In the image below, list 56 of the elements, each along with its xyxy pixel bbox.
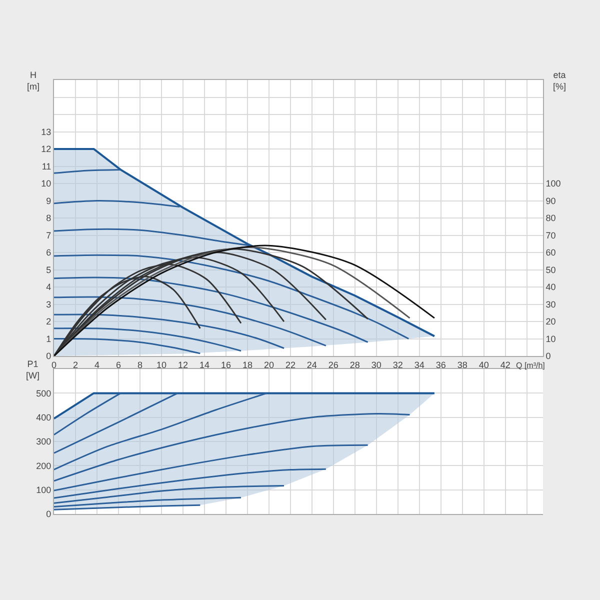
y-tick-label: 6: [46, 248, 52, 258]
y-tick-label: 500: [36, 388, 52, 398]
y-tick-label: 4: [46, 282, 52, 292]
y-tick-label: 100: [36, 484, 52, 495]
y-axis-title: H [m]: [27, 70, 40, 92]
y-tick-label: 400: [36, 412, 52, 423]
y-tick-label: 0: [46, 351, 52, 362]
x-tick-label: 6: [116, 360, 121, 370]
x-tick-label: 28: [350, 360, 360, 370]
y2-axis-title: eta [%]: [553, 70, 566, 92]
x-tick-label: 10: [156, 360, 166, 370]
y2-tick-label: 90: [546, 196, 556, 206]
x-tick-label: 20: [264, 360, 274, 370]
y-tick-label: 12: [41, 144, 52, 154]
x-tick-label: 12: [178, 360, 188, 370]
x-tick-label: 30: [371, 360, 382, 370]
x-tick-label: 36: [436, 360, 446, 370]
x-tick-label: 2: [72, 360, 78, 370]
y-tick-label: 7: [46, 230, 52, 240]
y-tick-label: 1: [46, 334, 52, 344]
x-tick-label: 32: [392, 360, 403, 370]
x-tick-label: 34: [414, 360, 424, 370]
y2-tick-label: 10: [546, 334, 556, 344]
y-tick-label: 8: [46, 213, 52, 224]
y-tick-label: 10: [41, 178, 52, 189]
x-axis-title: Q [m³/h]: [516, 361, 545, 370]
y2-tick-label: 30: [546, 299, 556, 310]
y-tick-label: 0: [46, 509, 52, 520]
y-tick-label: 13: [41, 126, 52, 137]
y2-tick-label: 60: [546, 248, 556, 258]
x-tick-label: 24: [306, 360, 317, 370]
x-tick-label: 38: [457, 360, 468, 370]
y-tick-label: 2: [46, 316, 52, 327]
x-tick-label: 26: [328, 360, 338, 370]
y-tick-label: 300: [36, 436, 52, 447]
y-tick-label: 3: [46, 299, 52, 310]
y2-tick-label: 80: [546, 213, 556, 224]
x-tick-label: 18: [242, 360, 252, 370]
y2-tick-label: 50: [546, 264, 556, 275]
x-tick-label: 22: [285, 360, 296, 370]
y2-tick-label: 70: [546, 230, 556, 240]
y-tick-label: 5: [46, 264, 52, 275]
x-tick-label: 16: [220, 360, 231, 370]
y2-tick-label: 100: [546, 178, 561, 189]
x-tick-label: 4: [94, 360, 100, 370]
y-tick-label: 9: [46, 196, 52, 206]
y-axis-title: P1 [W]: [26, 359, 40, 381]
x-tick-label: 14: [199, 360, 210, 370]
x-tick-label: 40: [478, 360, 489, 370]
y-tick-label: 200: [36, 460, 52, 471]
y2-tick-label: 0: [546, 351, 551, 362]
y-tick-label: 11: [42, 161, 52, 172]
x-tick-label: 42: [500, 360, 510, 370]
x-tick-label: 8: [137, 360, 142, 370]
y2-tick-label: 20: [546, 316, 556, 327]
y2-tick-label: 40: [546, 282, 556, 292]
